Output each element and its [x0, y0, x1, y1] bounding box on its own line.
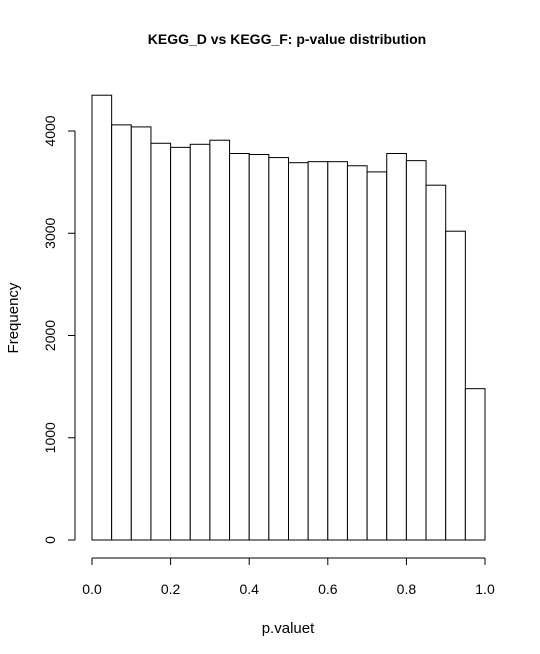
- histogram-bar: [111, 124, 132, 541]
- histogram-bar: [346, 165, 368, 541]
- x-tick-label: 1.0: [475, 581, 495, 597]
- histogram-bar: [445, 230, 466, 541]
- histogram-bar: [307, 161, 329, 541]
- x-tick-label: 0.2: [161, 581, 181, 597]
- histogram-bar: [327, 161, 348, 541]
- x-tick-label: 0.8: [397, 581, 417, 597]
- x-tick-label: 0.0: [82, 581, 102, 597]
- histogram-bar: [464, 388, 486, 541]
- histogram-bar: [209, 139, 231, 541]
- x-tick-label: 0.4: [239, 581, 259, 597]
- histogram-bar: [150, 142, 172, 541]
- histogram-bars: [91, 94, 486, 541]
- histogram-bar: [170, 146, 191, 541]
- histogram-bar: [229, 152, 250, 541]
- y-tick-label: 1000: [42, 422, 58, 453]
- y-tick-label: 3000: [42, 217, 58, 248]
- histogram-bar: [248, 154, 270, 541]
- x-axis-label: p.valuet: [262, 620, 315, 637]
- x-tick-label: 0.6: [318, 581, 338, 597]
- y-axis: 0 1000 2000 3000 4000: [42, 115, 76, 544]
- chart-title: KEGG_D vs KEGG_F: p-value distribution: [148, 31, 426, 47]
- histogram-bar: [366, 171, 388, 541]
- y-tick-label: 4000: [42, 115, 58, 146]
- histogram-bar: [288, 162, 309, 541]
- histogram-bar: [386, 152, 407, 541]
- y-tick-label: 0: [42, 536, 58, 544]
- histogram-bar: [425, 184, 447, 541]
- histogram-bar: [91, 94, 113, 541]
- y-axis-label: Frequency: [5, 282, 22, 353]
- x-axis: 0.0 0.2 0.4 0.6 0.8 1.0: [82, 557, 495, 597]
- y-tick-label: 2000: [42, 320, 58, 351]
- histogram-bar: [130, 126, 152, 541]
- histogram-bar: [405, 160, 427, 541]
- histogram-bar: [268, 157, 290, 541]
- histogram-bar: [189, 143, 211, 541]
